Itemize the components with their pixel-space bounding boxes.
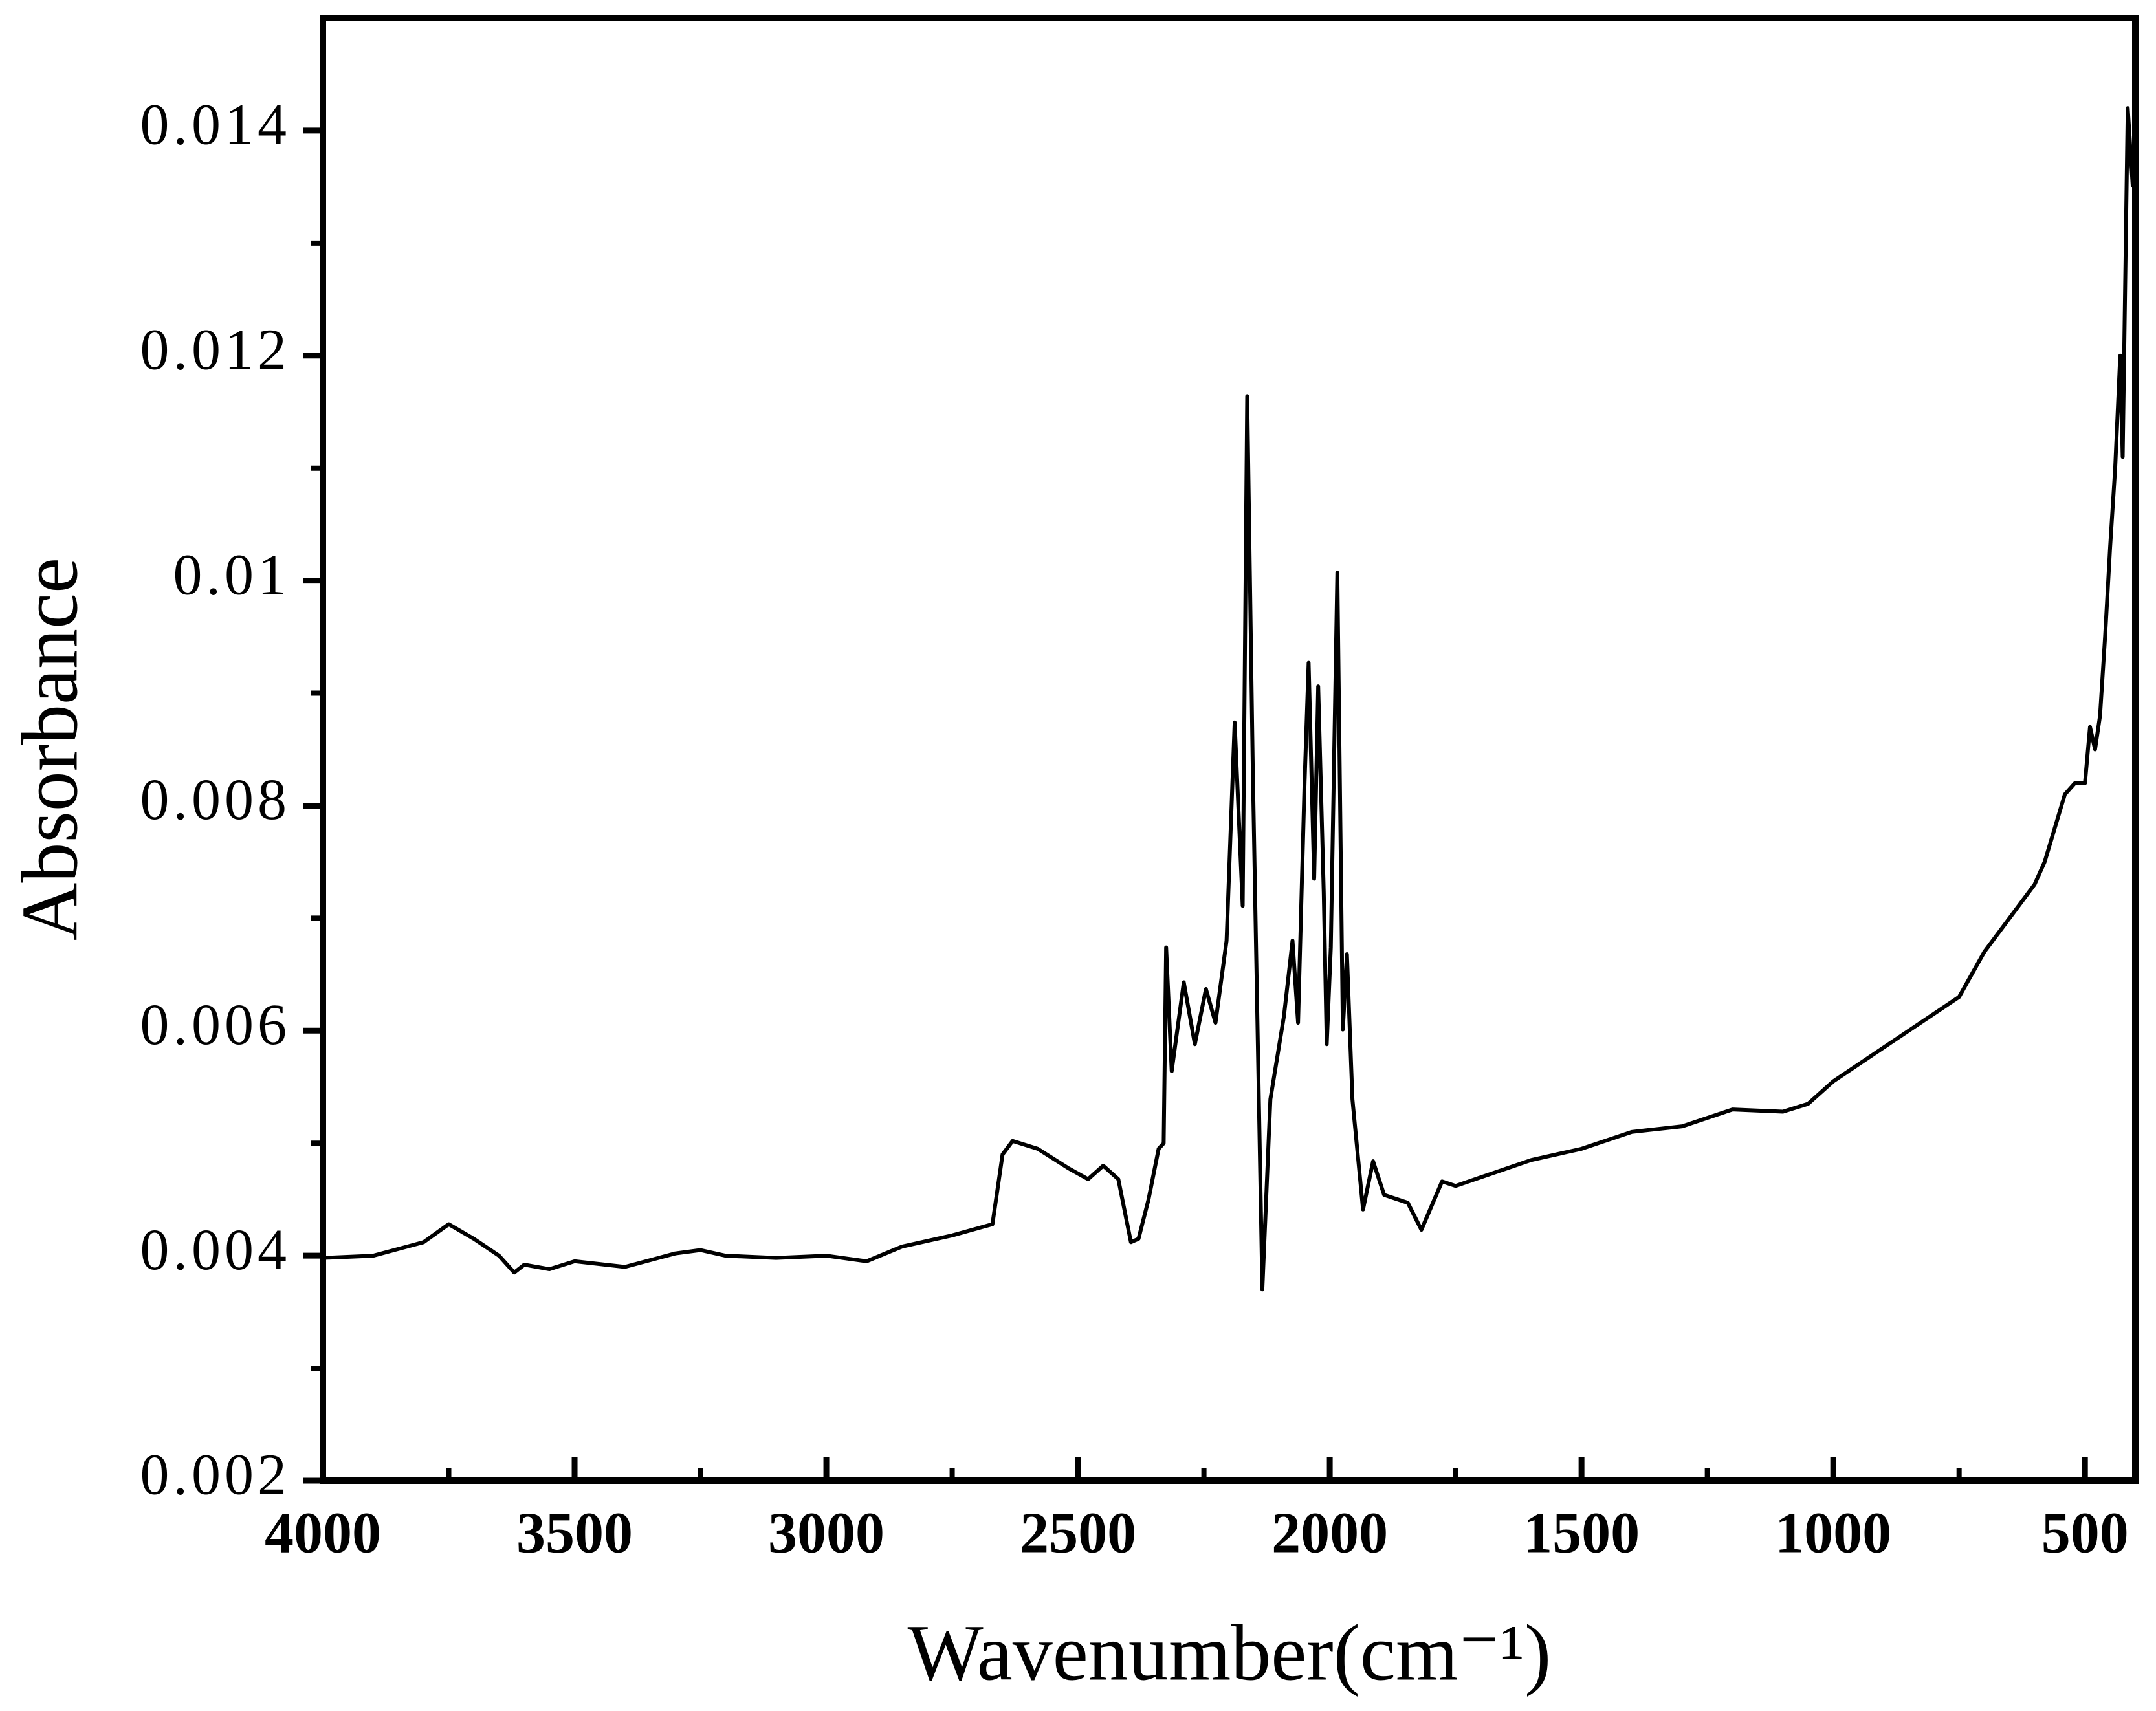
- x-tick-label: 3000: [768, 1501, 885, 1565]
- y-tick-label: 0.006: [140, 993, 291, 1057]
- y-tick-label: 0.004: [140, 1218, 291, 1282]
- x-axis-label: Wavenumber(cm⁻¹): [908, 1608, 1552, 1697]
- x-tick-label: 1000: [1775, 1501, 1891, 1565]
- y-axis-label: Absorbance: [5, 558, 94, 941]
- x-tick-label: 1500: [1523, 1501, 1640, 1565]
- x-tick-label: 2500: [1020, 1501, 1136, 1565]
- y-tick-label: 0.014: [140, 93, 291, 157]
- plot-frame: [320, 15, 2139, 1484]
- y-tick-label: 0.002: [140, 1443, 291, 1507]
- x-tick-label: 3500: [516, 1501, 633, 1565]
- y-tick-label: 0.008: [140, 768, 291, 832]
- x-tick-label: 4000: [265, 1501, 381, 1565]
- x-tick-label: 2000: [1271, 1501, 1388, 1565]
- x-tick-label: 500: [2041, 1501, 2129, 1565]
- y-tick-label: 0.01: [173, 543, 291, 607]
- spectrum-line: [322, 106, 2135, 1292]
- y-tick-label: 0.012: [140, 318, 291, 382]
